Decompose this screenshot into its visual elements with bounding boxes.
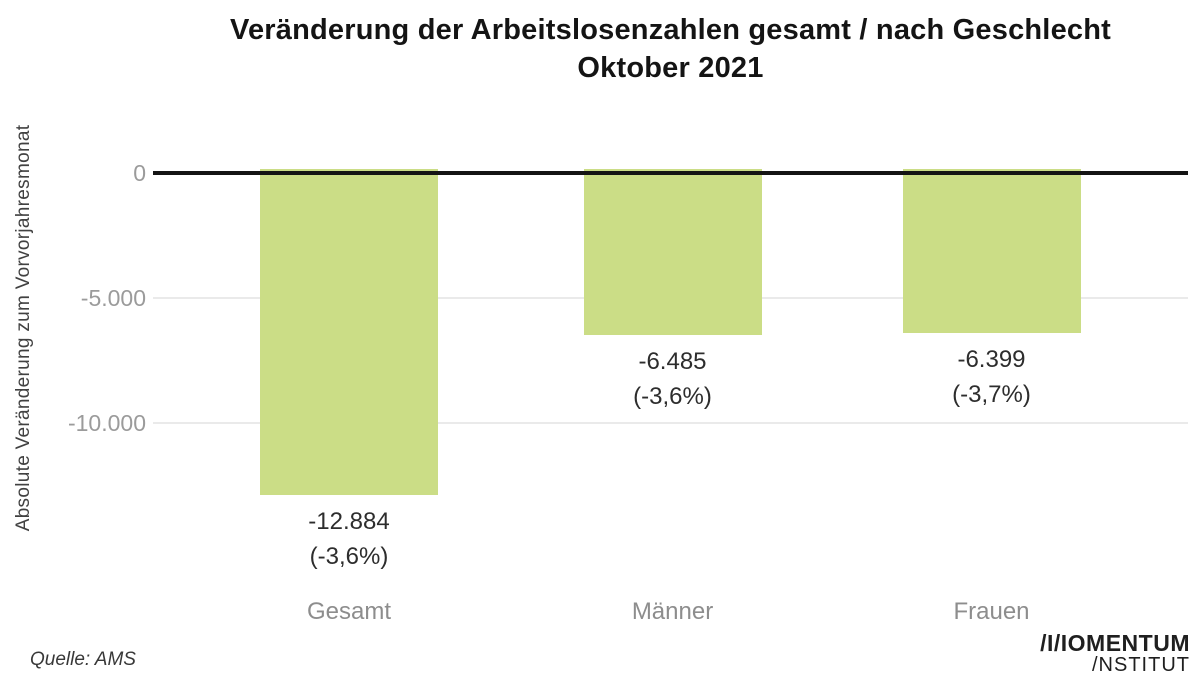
chart-title-line2: Oktober 2021 <box>577 52 764 84</box>
y-tick-label: -5.000 <box>80 285 146 311</box>
y-tick-label: 0 <box>133 160 146 186</box>
bar-value-label: -6.485 <box>638 348 707 376</box>
category-label-manner: Männer <box>631 598 714 625</box>
bar-value-label: -12.884 <box>308 508 390 536</box>
bar-value-label: -6.399 <box>957 345 1026 373</box>
category-label-gesamt: Gesamt <box>306 598 392 625</box>
y-tick-label: -10.000 <box>67 410 146 436</box>
momentum-institut-logo: /I/IOMENTUM /NSTITUT <box>1040 631 1190 676</box>
zero-baseline <box>153 171 1188 175</box>
bar-gesamt <box>260 169 438 496</box>
chart-title: Veränderung der Arbeitslosenzahlen gesam… <box>150 11 1191 87</box>
logo-wordmark-institut: /NSTITUT <box>1092 654 1190 676</box>
logo-wordmark-momentum: /I/IOMENTUM <box>1040 630 1190 656</box>
bar-manner <box>583 169 762 336</box>
bar-percent-label: (-3,6%) <box>633 383 712 411</box>
source-note: Quelle: AMS <box>30 649 136 670</box>
category-label-frauen: Frauen <box>953 598 1030 625</box>
chart-title-line1: Veränderung der Arbeitslosenzahlen gesam… <box>230 14 1111 46</box>
bar-frauen <box>902 169 1081 333</box>
bar-percent-label: (-3,7%) <box>952 380 1031 408</box>
bar-percent-label: (-3,6%) <box>309 543 389 571</box>
gridline <box>153 422 1188 424</box>
